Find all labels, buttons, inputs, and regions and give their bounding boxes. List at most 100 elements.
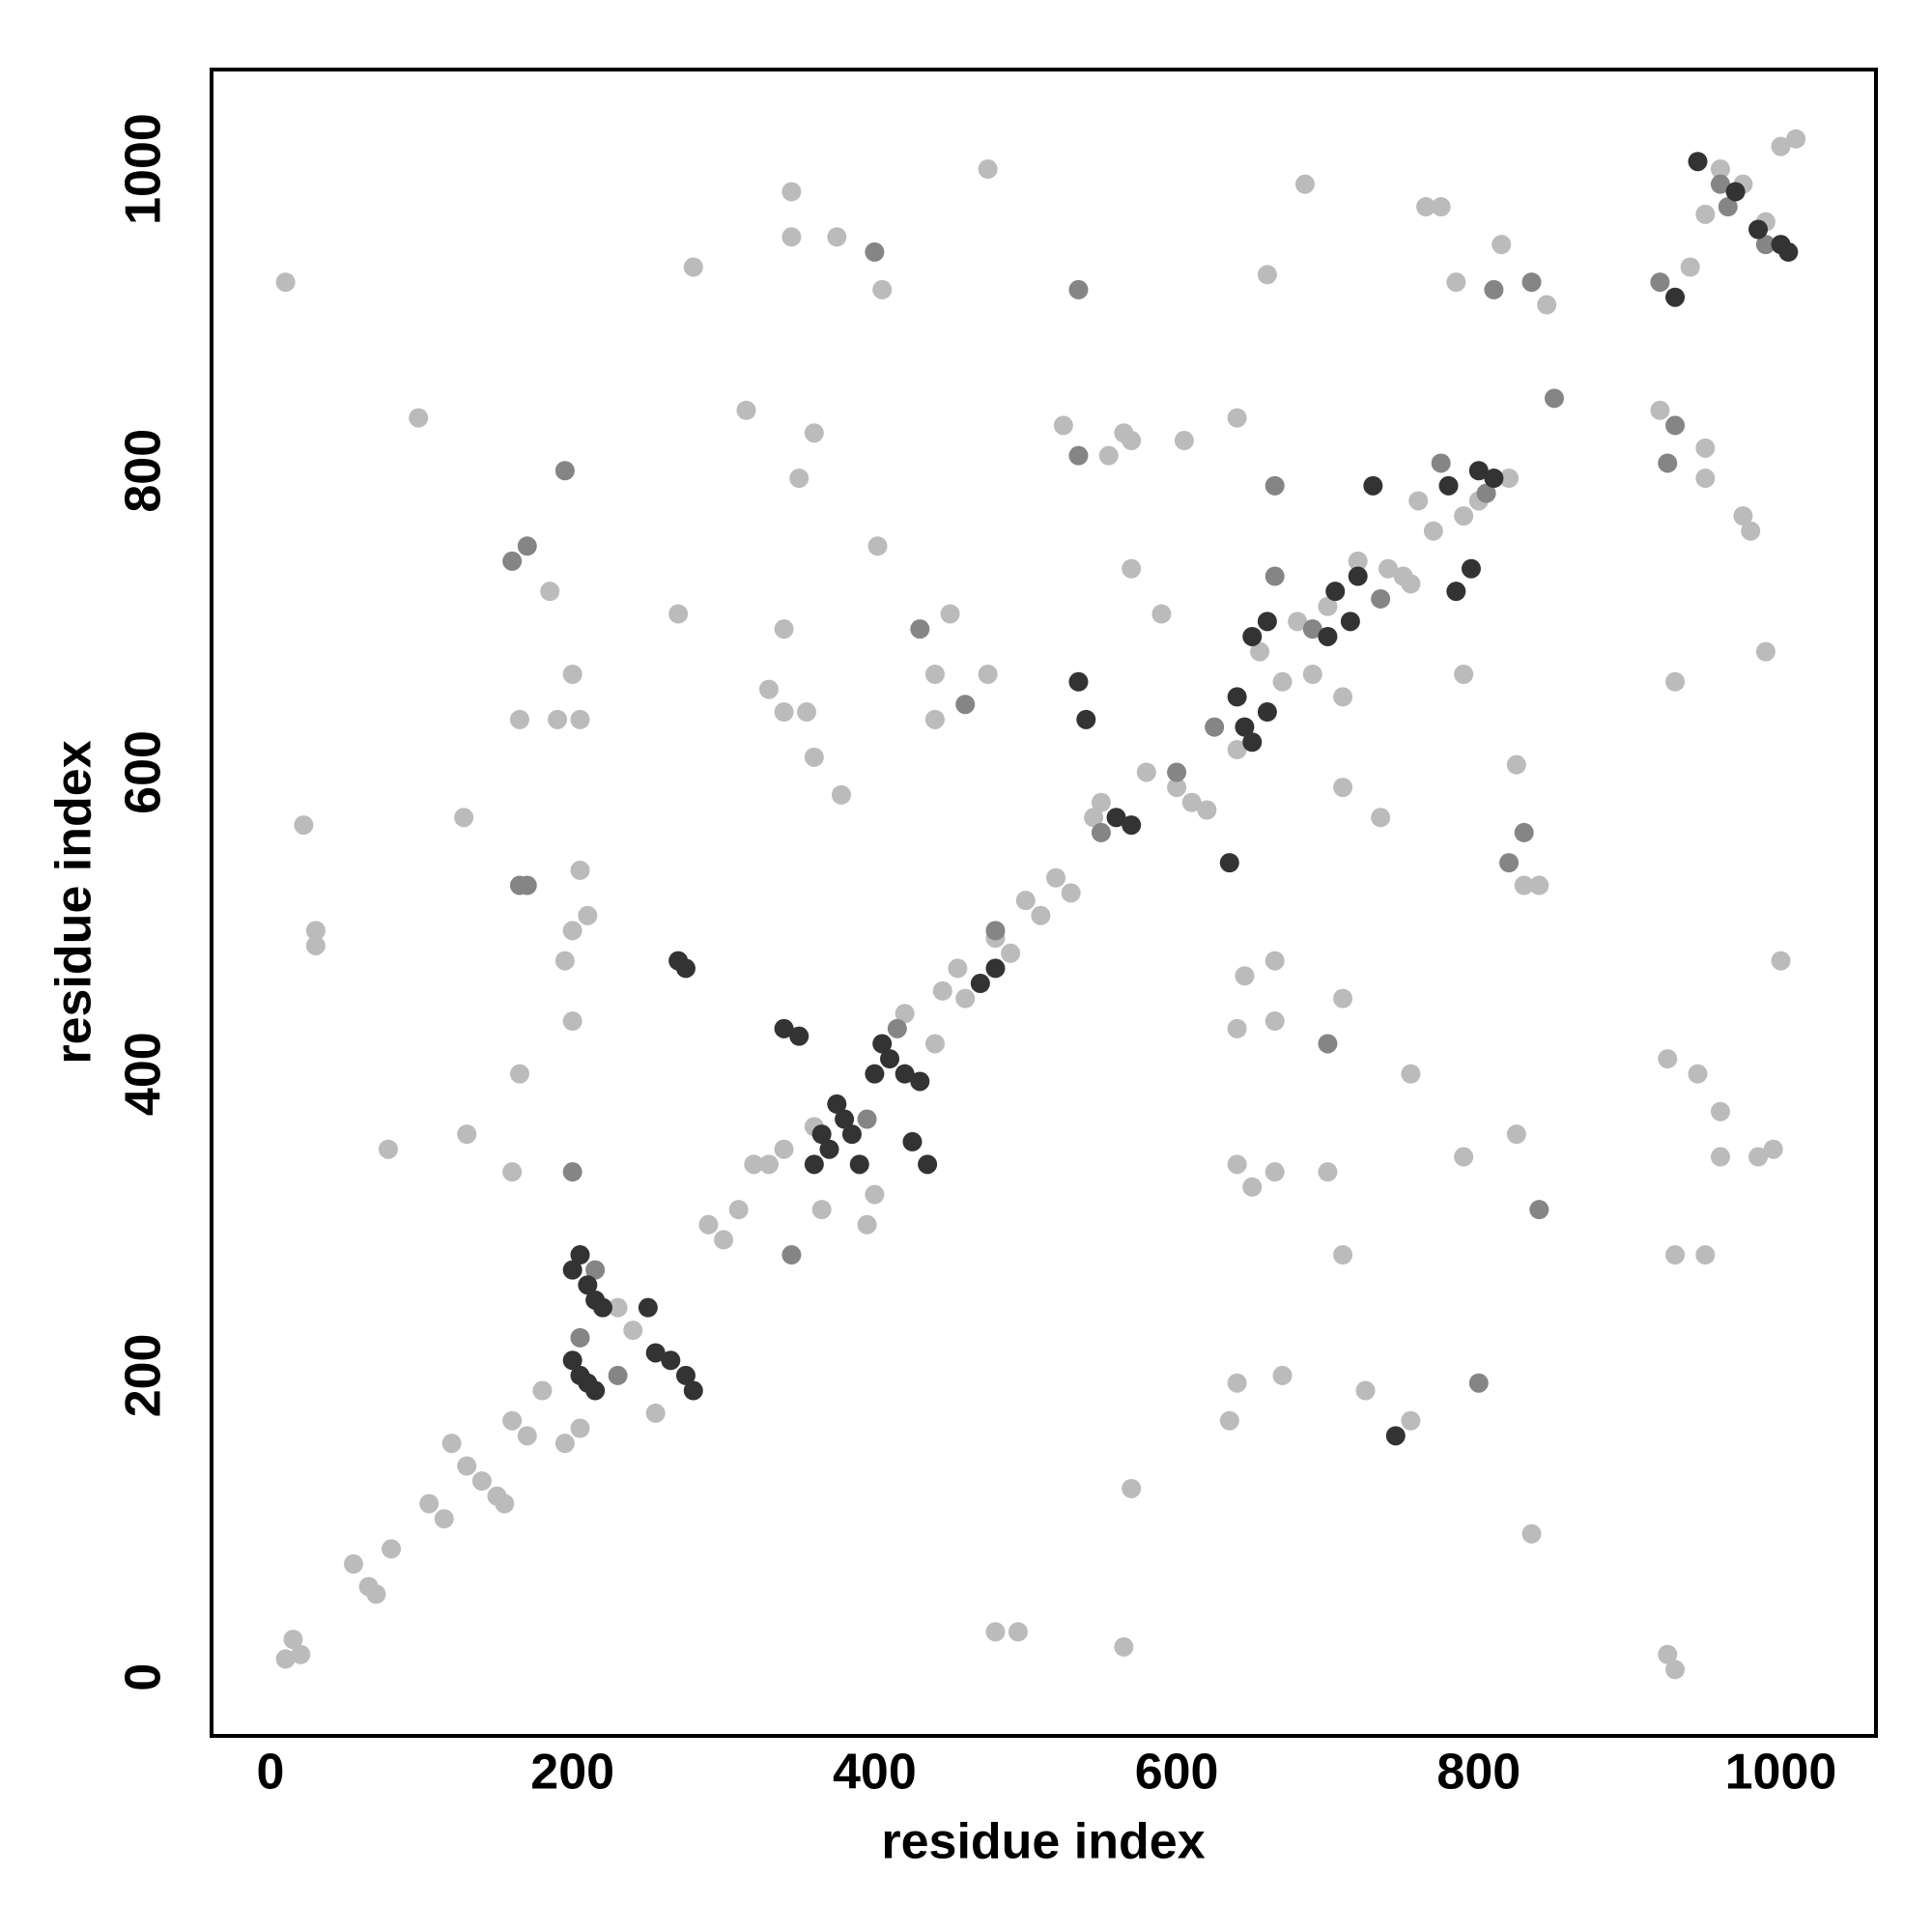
point: [554, 461, 575, 481]
point: [1318, 596, 1338, 616]
point: [1748, 1147, 1769, 1167]
point: [698, 1214, 719, 1235]
point: [608, 1297, 628, 1318]
point: [1454, 664, 1474, 684]
point: [1122, 558, 1142, 579]
point: [1514, 822, 1534, 842]
point: [645, 1403, 666, 1423]
point: [1468, 1373, 1489, 1393]
point: [789, 469, 810, 489]
point: [1355, 1380, 1376, 1401]
point: [562, 1162, 582, 1182]
point: [1219, 1410, 1239, 1431]
point: [645, 1343, 666, 1363]
point: [1695, 469, 1716, 489]
point: [1227, 1018, 1247, 1038]
point: [865, 1064, 885, 1084]
point: [1257, 265, 1277, 285]
point: [305, 935, 326, 955]
point: [744, 1154, 764, 1175]
point: [1529, 1200, 1549, 1220]
point: [502, 1410, 523, 1431]
point: [1348, 566, 1368, 586]
point: [1122, 815, 1142, 836]
point: [849, 1154, 869, 1175]
point: [1371, 808, 1391, 828]
point: [1408, 491, 1429, 511]
point: [1333, 778, 1353, 798]
point: [1506, 754, 1526, 775]
point: [1506, 1124, 1526, 1145]
point: [1521, 1523, 1542, 1544]
point: [562, 1350, 582, 1371]
point: [366, 1584, 386, 1605]
point: [895, 1064, 915, 1084]
point: [1318, 1162, 1338, 1182]
y-tick-label: 600: [116, 730, 172, 814]
point: [1484, 469, 1504, 489]
point: [831, 784, 851, 805]
point: [811, 1124, 832, 1145]
point: [419, 1493, 440, 1514]
point: [562, 664, 582, 684]
point: [1695, 204, 1716, 224]
point: [554, 951, 575, 971]
point: [562, 921, 582, 941]
point: [1665, 287, 1686, 307]
point: [955, 988, 976, 1009]
point: [1235, 966, 1255, 986]
point: [1015, 891, 1036, 911]
point: [608, 1365, 628, 1385]
point: [789, 1026, 810, 1046]
point: [1242, 626, 1263, 646]
point: [540, 582, 560, 602]
point: [804, 423, 824, 443]
point: [668, 604, 689, 624]
point: [865, 242, 885, 262]
point: [978, 664, 998, 684]
y-tick-label: 200: [116, 1334, 172, 1418]
point: [781, 227, 802, 247]
point: [1401, 1410, 1421, 1431]
point: [1264, 951, 1285, 971]
point: [827, 227, 847, 247]
point: [970, 974, 990, 994]
point: [1733, 506, 1753, 526]
point: [774, 619, 794, 639]
point: [1710, 174, 1730, 194]
point: [305, 921, 326, 941]
point: [1423, 521, 1443, 541]
point: [1084, 808, 1104, 828]
point: [1658, 1644, 1678, 1664]
point: [585, 1380, 606, 1401]
point: [1385, 1426, 1406, 1446]
point: [714, 1230, 734, 1250]
point: [774, 1139, 794, 1159]
point: [1174, 431, 1194, 451]
point: [1068, 445, 1089, 466]
point: [1499, 469, 1520, 489]
point: [294, 815, 314, 836]
point: [1318, 626, 1338, 646]
point: [932, 980, 952, 1001]
point: [1710, 1101, 1730, 1122]
point: [1438, 475, 1459, 496]
point: [1340, 611, 1360, 632]
point: [924, 709, 945, 729]
point: [811, 1200, 832, 1220]
point: [1431, 453, 1451, 473]
point: [570, 1418, 590, 1438]
y-axis-title: residue index: [46, 740, 102, 1064]
point: [457, 1456, 477, 1476]
point: [985, 921, 1006, 941]
point: [1068, 279, 1089, 299]
y-tick-label: 1000: [116, 113, 172, 225]
point: [1688, 152, 1708, 172]
point: [1272, 1365, 1293, 1385]
point: [924, 664, 945, 684]
point: [758, 1154, 779, 1175]
point: [1302, 619, 1322, 639]
point: [1122, 1478, 1142, 1498]
point: [275, 1649, 296, 1669]
point: [804, 1154, 824, 1175]
